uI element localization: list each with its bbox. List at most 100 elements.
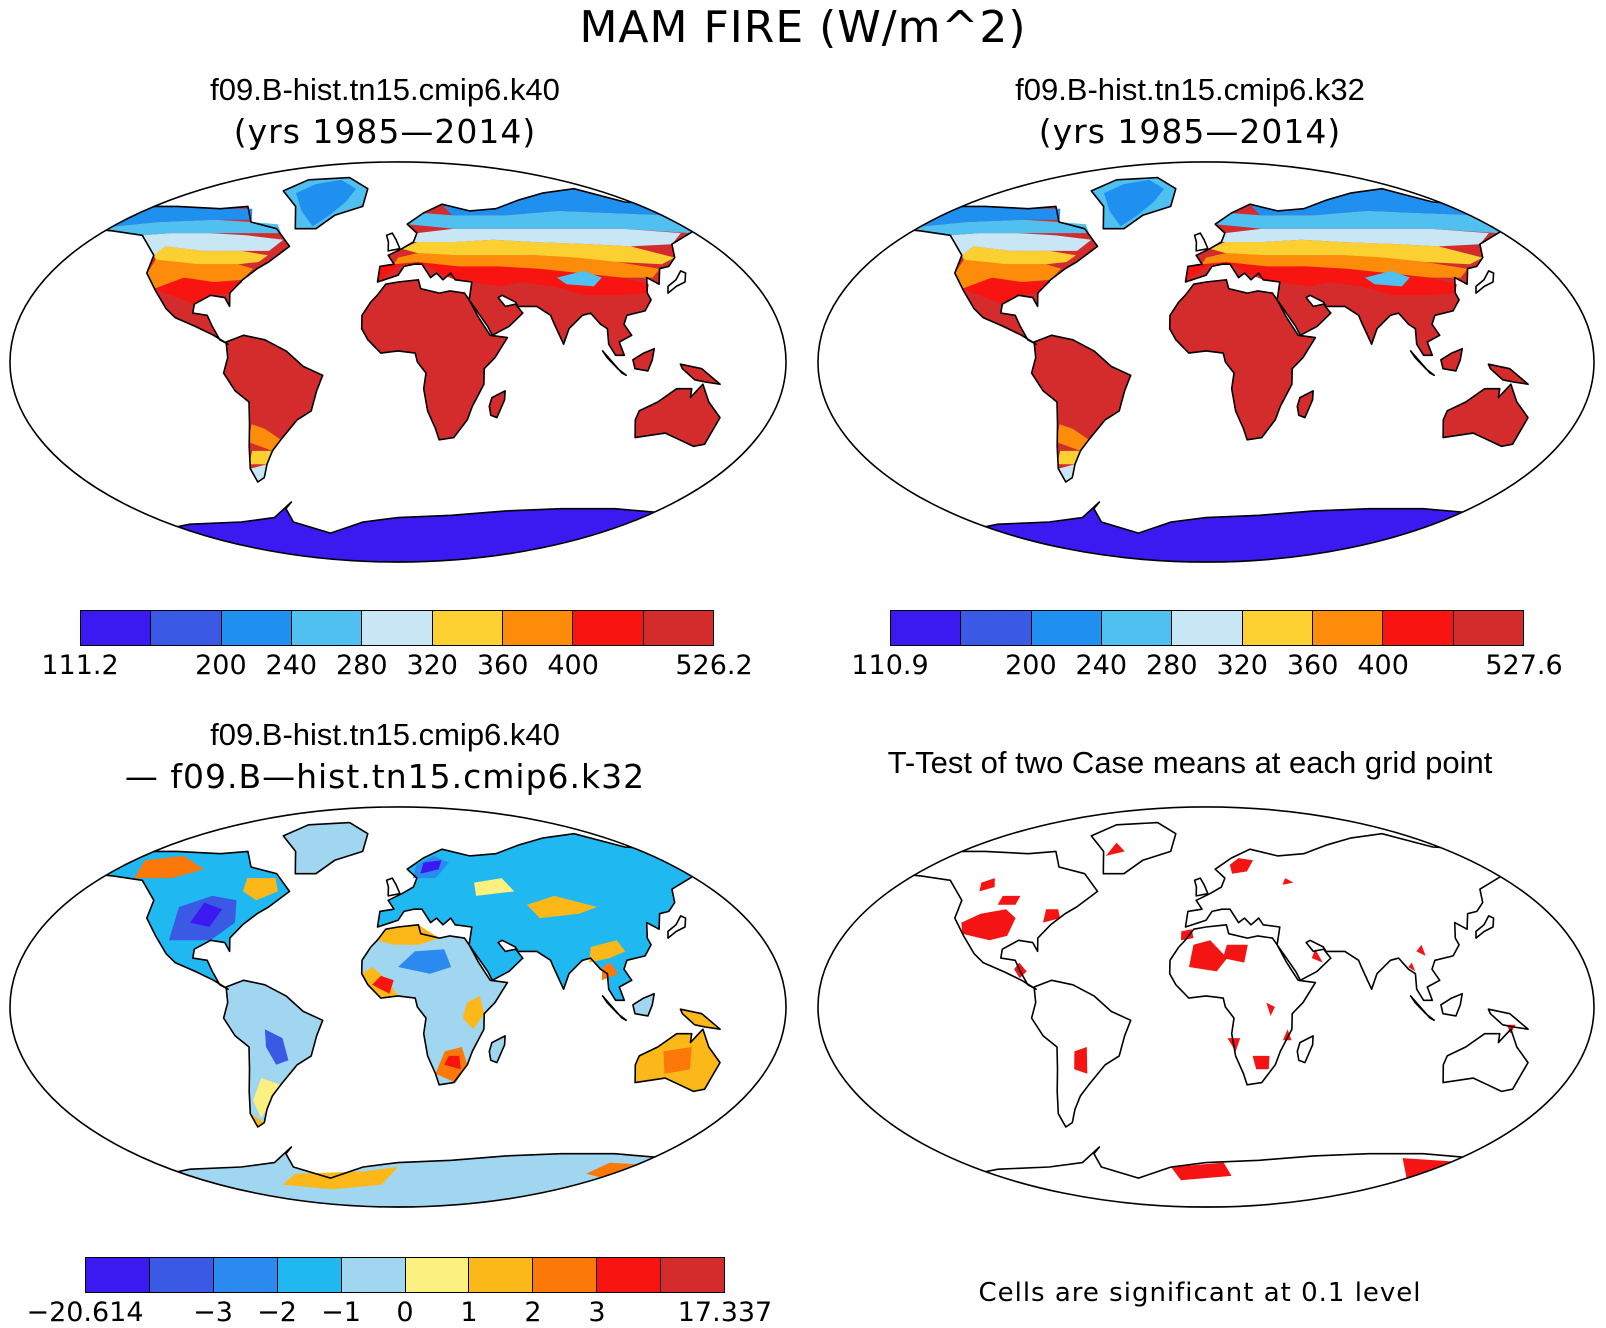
- land-fill-borneo: [1440, 348, 1463, 371]
- field-contour: [401, 239, 675, 265]
- land-fill-newguinea: [1488, 364, 1529, 385]
- field-contour: [372, 975, 394, 994]
- field-contour: [264, 1029, 289, 1065]
- colorbar-tick-label: 240: [265, 650, 318, 681]
- colorbar-swatch: [81, 611, 152, 645]
- land-fill-antarctica: [904, 502, 1508, 562]
- significant-cell-region: [1282, 878, 1294, 885]
- field-contour: [296, 179, 357, 227]
- coastline-japan: [1475, 915, 1495, 939]
- coastline-samerica: [222, 979, 324, 1128]
- coastline-indonesia1: [1409, 995, 1435, 1022]
- coastline-namerica: [89, 848, 291, 990]
- significant-cell-region: [1181, 929, 1194, 941]
- field-contour: [1185, 262, 1457, 296]
- coastline-newguinea: [1487, 363, 1529, 385]
- field-contour: [190, 902, 223, 927]
- land-fill-africa: [361, 924, 508, 1085]
- field-contour: [153, 277, 243, 305]
- significant-cell-region: [979, 878, 995, 892]
- coastline-uk: [1193, 232, 1209, 252]
- colorbar-tick-label: 200: [195, 650, 247, 681]
- field-contour: [398, 949, 452, 974]
- panel-2-subtitle: (yrs 1985—2014): [1038, 112, 1342, 151]
- coastline-madagascar: [1296, 390, 1314, 419]
- colorbar-swatch: [1383, 611, 1454, 645]
- field-contour: [413, 228, 681, 247]
- significant-cell-region: [1266, 1002, 1275, 1016]
- map-border: [817, 161, 1595, 563]
- field-contour: [394, 253, 660, 278]
- land-fill-samerica: [1031, 335, 1131, 482]
- coastline-newguinea: [1487, 1008, 1529, 1030]
- land-fill-australia: [1443, 384, 1528, 447]
- coastline-eurasia: [1184, 187, 1533, 357]
- colorbar-tick-label: −20.614: [26, 1297, 144, 1328]
- map-panel-4: [817, 806, 1595, 1208]
- colorbar-tick-label: 2: [524, 1297, 542, 1328]
- colorbar-swatch: [1242, 611, 1313, 645]
- field-contour: [441, 188, 724, 216]
- colorbar-swatch: [533, 1258, 598, 1292]
- significant-cell-region: [961, 909, 1016, 941]
- colorbar-swatch: [432, 611, 503, 645]
- field-contour: [377, 924, 440, 945]
- colorbar-swatch: [961, 611, 1032, 645]
- colorbar-swatch: [597, 1258, 662, 1292]
- land-fill-samerica: [223, 335, 323, 482]
- coastline-borneo: [1440, 347, 1463, 372]
- colorbar-swatch: [1172, 611, 1243, 645]
- colorbar-tick-label: 111.2: [41, 650, 119, 681]
- significant-cell-region: [1416, 944, 1426, 956]
- coastline-indonesia1: [601, 350, 627, 377]
- map-border: [817, 806, 1595, 1208]
- map-clip-group: [897, 821, 1533, 1208]
- field-contour: [420, 860, 442, 874]
- colorbar-tick-label: 400: [547, 650, 599, 681]
- field-contour: [407, 210, 709, 234]
- coastline-greenland: [282, 176, 369, 230]
- coastline-greenland: [282, 821, 369, 875]
- coastline-samerica: [1030, 334, 1132, 483]
- field-contour: [474, 878, 515, 896]
- coastline-australia: [634, 1028, 721, 1093]
- coastline-borneo: [632, 347, 655, 372]
- field-contour: [1221, 228, 1489, 247]
- map-border: [9, 161, 787, 563]
- colorbar-swatch: [1453, 611, 1523, 645]
- colorbar-swatch: [291, 611, 363, 645]
- colorbar-swatch: [1312, 611, 1384, 645]
- field-contour: [527, 895, 598, 919]
- field-contour: [601, 962, 619, 981]
- map-clip-group: [897, 176, 1533, 563]
- field-contour: [954, 259, 1062, 289]
- field-contour: [134, 855, 204, 879]
- coastline-samerica: [222, 334, 324, 483]
- panel-3-subtitle: — f09.B—hist.tn15.cmip6.k32: [124, 757, 646, 796]
- land-fill-borneo: [632, 348, 655, 371]
- colorbar-tick-label: 280: [335, 650, 388, 681]
- significant-cell-region: [1105, 842, 1125, 856]
- field-contour: [1365, 270, 1410, 287]
- land-fill-antarctica: [96, 502, 700, 562]
- colorbar-swatch: [573, 611, 644, 645]
- land-fill-eurasia: [377, 833, 724, 1001]
- coastline-newguinea: [679, 363, 721, 385]
- field-contour: [1209, 239, 1483, 265]
- field-contour: [950, 233, 1092, 256]
- colorbar-tick-label: 320: [1216, 650, 1268, 681]
- colorbar-swatch: [643, 611, 713, 645]
- coastline-uk: [385, 877, 401, 897]
- coastline-africa: [360, 279, 509, 441]
- coastline-indonesia1: [601, 995, 627, 1022]
- colorbar-swatch: [502, 611, 574, 645]
- coastline-namerica: [897, 848, 1099, 990]
- coastline-australia: [634, 383, 721, 448]
- coastline-samerica: [1030, 979, 1132, 1128]
- colorbar-swatch: [1031, 611, 1102, 645]
- significant-cell-region: [997, 895, 1021, 905]
- coastline-borneo: [632, 992, 655, 1017]
- colorbar-tick-label: 1: [460, 1297, 478, 1328]
- map-panel-2: [817, 161, 1595, 563]
- coastline-namerica: [897, 203, 1099, 345]
